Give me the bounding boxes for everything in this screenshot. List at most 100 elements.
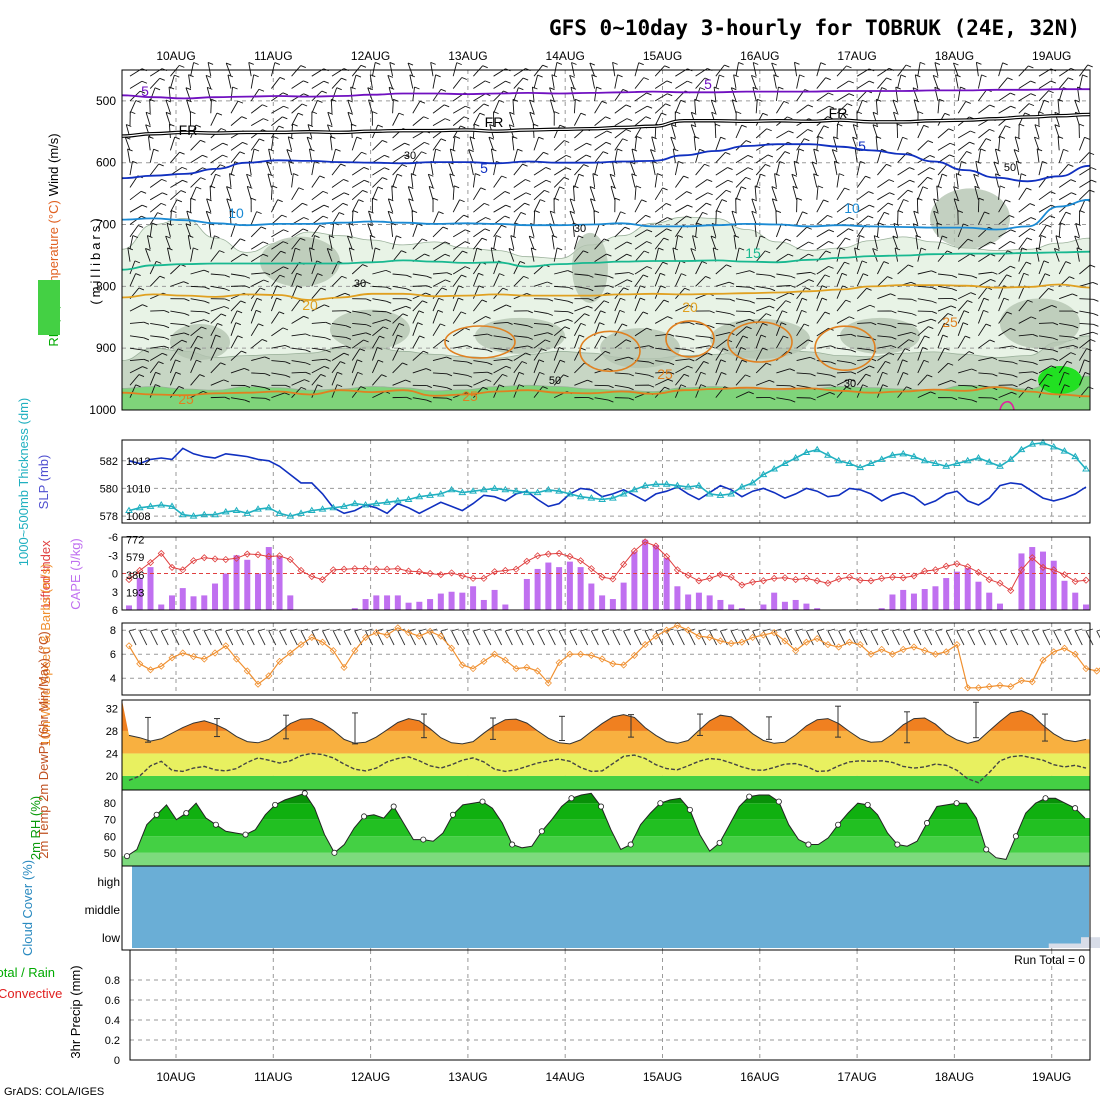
wind-barb [392,142,405,151]
wind-barb-flag [288,160,294,164]
rh-marker [242,831,249,838]
wind-marker [286,649,294,657]
li-marker [125,576,133,584]
wind-barb [995,173,1000,188]
wind-barb-10m-flag [827,628,836,632]
wind-barb-flag [319,175,325,179]
wind-barb [634,372,649,376]
wind-barb [473,299,483,312]
wind-barb [230,86,233,101]
wind-barb-flag [372,111,378,115]
wind-barb [347,99,353,114]
wind-barb-10m [365,630,373,646]
wind-barb-10m-flag [1064,628,1072,632]
li-marker [770,574,778,582]
wind-barb-flag [247,185,253,189]
wind-barb [226,186,232,200]
wind-barb-flag [827,116,833,120]
wind-barb-flag [673,148,679,152]
wind-barb-flag [449,173,455,177]
millibar-label: (millibars) [88,215,103,304]
rh-marker [775,798,782,805]
wind-barb [270,185,273,200]
wind-barb-flag [628,373,634,377]
wind-barb-flag [558,346,565,350]
wind-barb [756,379,770,386]
wind-barb [796,356,811,361]
wind-barb-10m-flag [462,628,470,632]
wind-barb [957,141,970,151]
wind-barb [229,210,232,225]
li-marker [448,569,456,577]
wind-barb-flag [808,241,814,245]
wind-barb-flag [307,124,314,127]
wind-barb [872,124,878,139]
wind-barb-flag [281,214,287,218]
wind-barb-flag [646,266,652,269]
wind-marker [630,651,638,659]
wind-barb [816,297,823,312]
wind-barb [796,339,809,349]
wind-barb-flag [862,384,868,388]
wind-barb-flag [142,366,148,369]
rh-marker [686,806,693,813]
wind-barb-flag [507,322,513,325]
wind-barb-flag [810,397,816,401]
wind-barb [372,326,384,337]
wind-barb [351,136,358,151]
wind-barb-flag [694,98,700,102]
wind-barb [978,138,987,151]
wind-barb [1058,149,1064,163]
wind-barb-flag [204,300,210,304]
wind-barb-10m-flag [429,628,438,632]
thickness-marker [522,488,531,496]
wind-barb-flag [907,189,913,193]
wind-barb [129,358,144,361]
rh-blob [930,188,1010,249]
wind-barb-flag [319,224,325,228]
wind-barb-flag [357,359,363,363]
isotherm--5b [121,143,1091,183]
cape-bar [964,568,971,610]
wind-barb [832,136,838,151]
wind-barb-flag [175,371,181,375]
wind-barb-flag [965,335,971,339]
wind-barb [1058,192,1072,201]
wind-barb [1038,384,1045,398]
wind-barb [170,310,185,314]
wind-barb-flag [727,167,733,170]
wind-barb [731,211,737,225]
wind-barb [917,391,931,399]
wind-barb [449,173,454,188]
wind-barb-flag [915,234,922,238]
wind-barb [752,62,757,77]
wind-barb-flag [953,62,959,66]
wind-barb-10m [494,630,502,646]
wind-barb-flag [365,324,372,328]
li-marker [953,560,961,568]
wind-barb-flag [669,371,675,375]
wind-barb-flag [388,86,395,90]
wind-barb-flag [607,368,614,372]
wind-barb [149,352,163,361]
wind-barb [392,99,394,114]
thickness-marker [490,484,499,491]
wind-barb [569,198,575,213]
date-label-top: 13AUG [448,49,487,63]
wind-barb [978,271,993,275]
wind-marker [910,643,918,651]
wind-barb [776,273,791,277]
wind-barb-flag [200,139,206,143]
wind-barb [776,151,786,163]
wind-barb-10m [698,630,707,646]
wind-barb [594,151,604,164]
thickness-marker [168,502,176,509]
wind-barb [493,175,502,188]
wind-barb-10m [687,630,696,646]
wind-barb [493,100,500,114]
wind-barb-flag [845,237,851,241]
wind-barb [291,103,303,114]
thickness-marker [565,489,574,497]
wind-barb-flag [459,199,465,203]
series-thickness [128,441,1087,517]
